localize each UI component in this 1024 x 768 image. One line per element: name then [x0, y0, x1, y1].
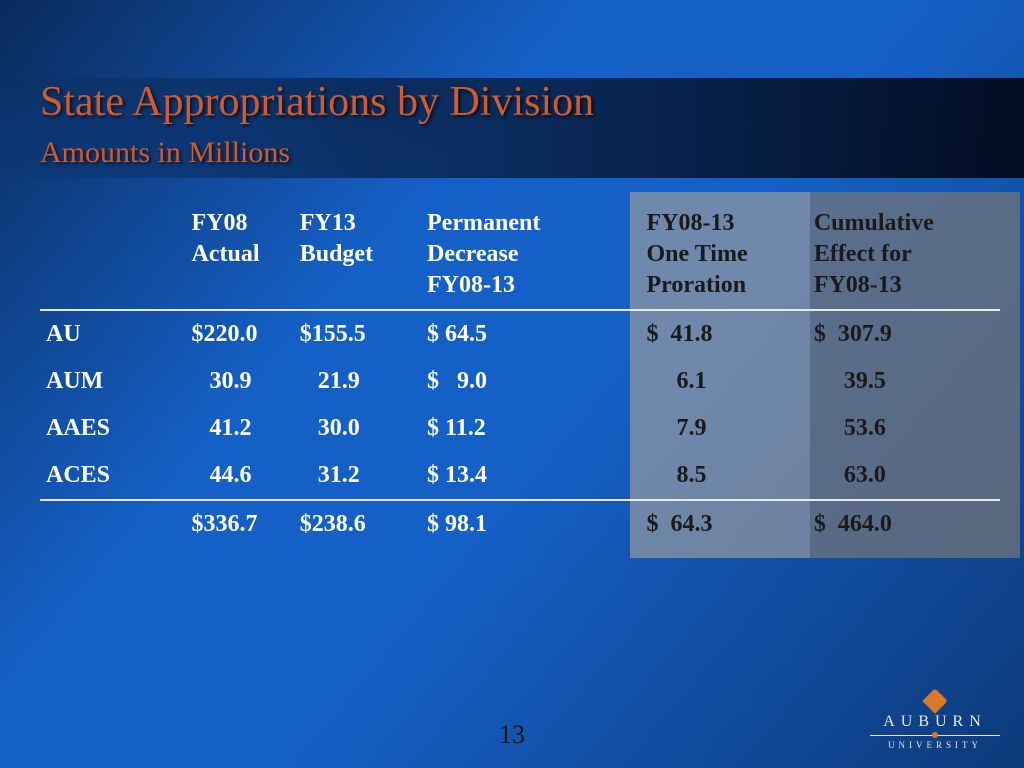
logo-subtext: UNIVERSITY: [870, 740, 1000, 750]
cell-fy08: $336.7: [186, 500, 294, 548]
auburn-logo: AUBURN UNIVERSITY: [870, 692, 1000, 750]
cell-cumulative: 39.5: [794, 358, 1000, 405]
cell-fy13: 30.0: [294, 405, 421, 452]
col-header-proration: FY08-13 One Time Proration: [617, 200, 794, 310]
cell-fy08: 41.2: [186, 405, 294, 452]
cell-proration: $ 41.8: [617, 310, 794, 358]
col-header-fy13: FY13 Budget: [294, 200, 421, 310]
cell-perm: $ 9.0: [421, 358, 616, 405]
cell-fy13: $238.6: [294, 500, 421, 548]
logo-flame-icon: [922, 688, 947, 713]
logo-institution: AUBURN: [870, 713, 1000, 731]
cell-cumulative: 53.6: [794, 405, 1000, 452]
cell-fy13: $155.5: [294, 310, 421, 358]
cell-fy08: 30.9: [186, 358, 294, 405]
row-label: AU: [40, 310, 186, 358]
cell-proration: 6.1: [617, 358, 794, 405]
cell-perm: $ 13.4: [421, 452, 616, 500]
cell-perm: $ 98.1: [421, 500, 616, 548]
row-label: ACES: [40, 452, 186, 500]
table-row: AAES 41.2 30.0 $ 11.2 7.9 53.6: [40, 405, 1000, 452]
cell-fy08: 44.6: [186, 452, 294, 500]
cell-cumulative: $ 307.9: [794, 310, 1000, 358]
cell-proration: $ 64.3: [617, 500, 794, 548]
row-label: AUM: [40, 358, 186, 405]
logo-divider: [870, 735, 1000, 736]
cell-cumulative: 63.0: [794, 452, 1000, 500]
cell-perm: $ 64.5: [421, 310, 616, 358]
slide-title: State Appropriations by Division: [40, 78, 594, 126]
cell-perm: $ 11.2: [421, 405, 616, 452]
table-header-row: FY08 Actual FY13 Budget Permanent Decrea…: [40, 200, 1000, 310]
cell-fy13: 31.2: [294, 452, 421, 500]
cell-proration: 8.5: [617, 452, 794, 500]
cell-proration: 7.9: [617, 405, 794, 452]
table-row: AUM 30.9 21.9 $ 9.0 6.1 39.5: [40, 358, 1000, 405]
cell-fy08: $220.0: [186, 310, 294, 358]
col-header-label: [40, 200, 186, 310]
col-header-permanent-decrease: Permanent Decrease FY08-13: [421, 200, 616, 310]
cell-cumulative: $ 464.0: [794, 500, 1000, 548]
col-header-cumulative: Cumulative Effect for FY08-13: [794, 200, 1000, 310]
table-total-row: $336.7 $238.6 $ 98.1 $ 64.3 $ 464.0: [40, 500, 1000, 548]
cell-fy13: 21.9: [294, 358, 421, 405]
appropriations-table: FY08 Actual FY13 Budget Permanent Decrea…: [40, 200, 1000, 548]
slide-subtitle: Amounts in Millions: [40, 136, 290, 170]
col-header-fy08: FY08 Actual: [186, 200, 294, 310]
table-row: AU $220.0 $155.5 $ 64.5 $ 41.8 $ 307.9: [40, 310, 1000, 358]
table-row: ACES 44.6 31.2 $ 13.4 8.5 63.0: [40, 452, 1000, 500]
row-label: AAES: [40, 405, 186, 452]
row-label: [40, 500, 186, 548]
